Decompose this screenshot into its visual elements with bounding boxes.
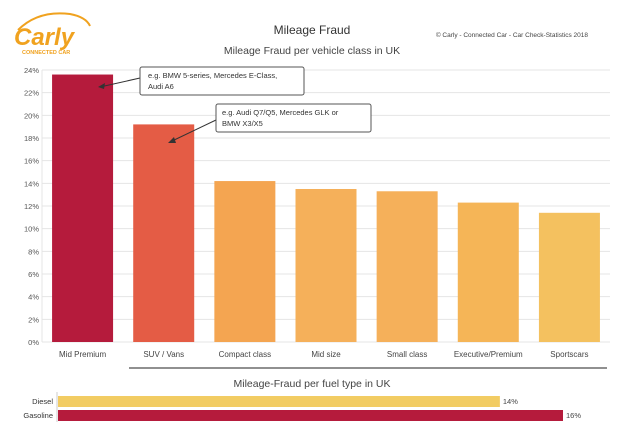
callout-1-line-1: e.g. BMW 5-series, Mercedes E-Class,: [148, 71, 277, 80]
y-tick-label: 4%: [28, 293, 39, 302]
callout-arrow-2: [169, 119, 217, 143]
fuel-category-label: Diesel: [32, 397, 53, 406]
callout-box-2: [215, 103, 372, 133]
x-tick-label: Small class: [387, 350, 427, 359]
bar-mid-premium: [52, 74, 114, 343]
callouts: e.g. BMW 5-series, Mercedes E-Class, Aud…: [98, 66, 372, 143]
callout-1-line-2: Audi A6: [148, 82, 174, 91]
arrow-head-icon: [98, 83, 105, 89]
y-tick-label: 6%: [28, 270, 39, 279]
x-tick-label: Compact class: [219, 350, 271, 359]
bar-small-class: [376, 191, 438, 342]
y-tick-label: 18%: [24, 134, 39, 143]
y-tick-label: 24%: [24, 66, 39, 75]
fuel-bar-diesel: [58, 396, 500, 407]
fuel-chart-title: Mileage-Fraud per fuel type in UK: [234, 378, 391, 390]
logo-swoosh-icon: [17, 12, 91, 31]
bars: [52, 74, 600, 343]
x-tick-label: Executive/Premium: [454, 350, 523, 359]
y-tick-label: 2%: [28, 315, 39, 324]
fuel-value-label: 16%: [566, 411, 581, 420]
callout-box-1: [139, 66, 305, 96]
y-tick-label: 20%: [24, 111, 39, 120]
copyright-text: © Carly - Connected Car - Car Check-Stat…: [436, 31, 589, 39]
bar-executive-premium: [457, 202, 519, 342]
arrow-head-icon: [168, 137, 176, 143]
fuel-type-bar-chart: Diesel 14% Gasoline 16%: [23, 392, 581, 422]
fuel-category-label: Gasoline: [23, 411, 53, 420]
y-tick-label: 10%: [24, 225, 39, 234]
carly-logo: Carly CONNECTED CAR: [14, 12, 91, 56]
fuel-bar-gasoline: [58, 410, 563, 421]
bar-compact-class: [214, 181, 276, 342]
page-title: Mileage Fraud: [274, 23, 351, 37]
y-tick-label: 8%: [28, 247, 39, 256]
bar-suv-vans: [133, 124, 195, 343]
main-chart-title: Mileage Fraud per vehicle class in UK: [224, 45, 400, 57]
y-tick-label: 16%: [24, 157, 39, 166]
fuel-value-label: 14%: [503, 397, 518, 406]
vehicle-class-bar-chart: 0% 2% 4% 6% 8% 10% 12% 14% 16% 18% 20% 22% 24% Mid P…: [24, 66, 610, 369]
bar-sportscars: [538, 212, 600, 342]
callout-arrow-1: [99, 77, 141, 88]
x-tick-label: Mid size: [311, 350, 341, 359]
x-tick-label: Mid Premium: [59, 350, 106, 359]
x-tick-label: Sportscars: [550, 350, 588, 359]
y-tick-label: 12%: [24, 202, 39, 211]
x-axis-ticks: Mid Premium SUV / Vans Compact class Mid si…: [59, 350, 589, 359]
y-tick-label: 22%: [24, 89, 39, 98]
x-tick-label: SUV / Vans: [143, 350, 184, 359]
y-tick-label: 0%: [28, 338, 39, 347]
callout-2-line-2: BMW X3/X5: [222, 119, 263, 128]
callout-2-line-1: e.g. Audi Q7/Q5, Mercedes GLK or: [222, 108, 339, 117]
bar-mid-size: [295, 189, 357, 342]
y-axis-ticks: 0% 2% 4% 6% 8% 10% 12% 14% 16% 18% 20% 22% 24%: [24, 66, 39, 347]
logo-word: Carly: [14, 24, 76, 51]
logo-tagline: CONNECTED CAR: [22, 50, 70, 56]
y-tick-label: 14%: [24, 179, 39, 188]
